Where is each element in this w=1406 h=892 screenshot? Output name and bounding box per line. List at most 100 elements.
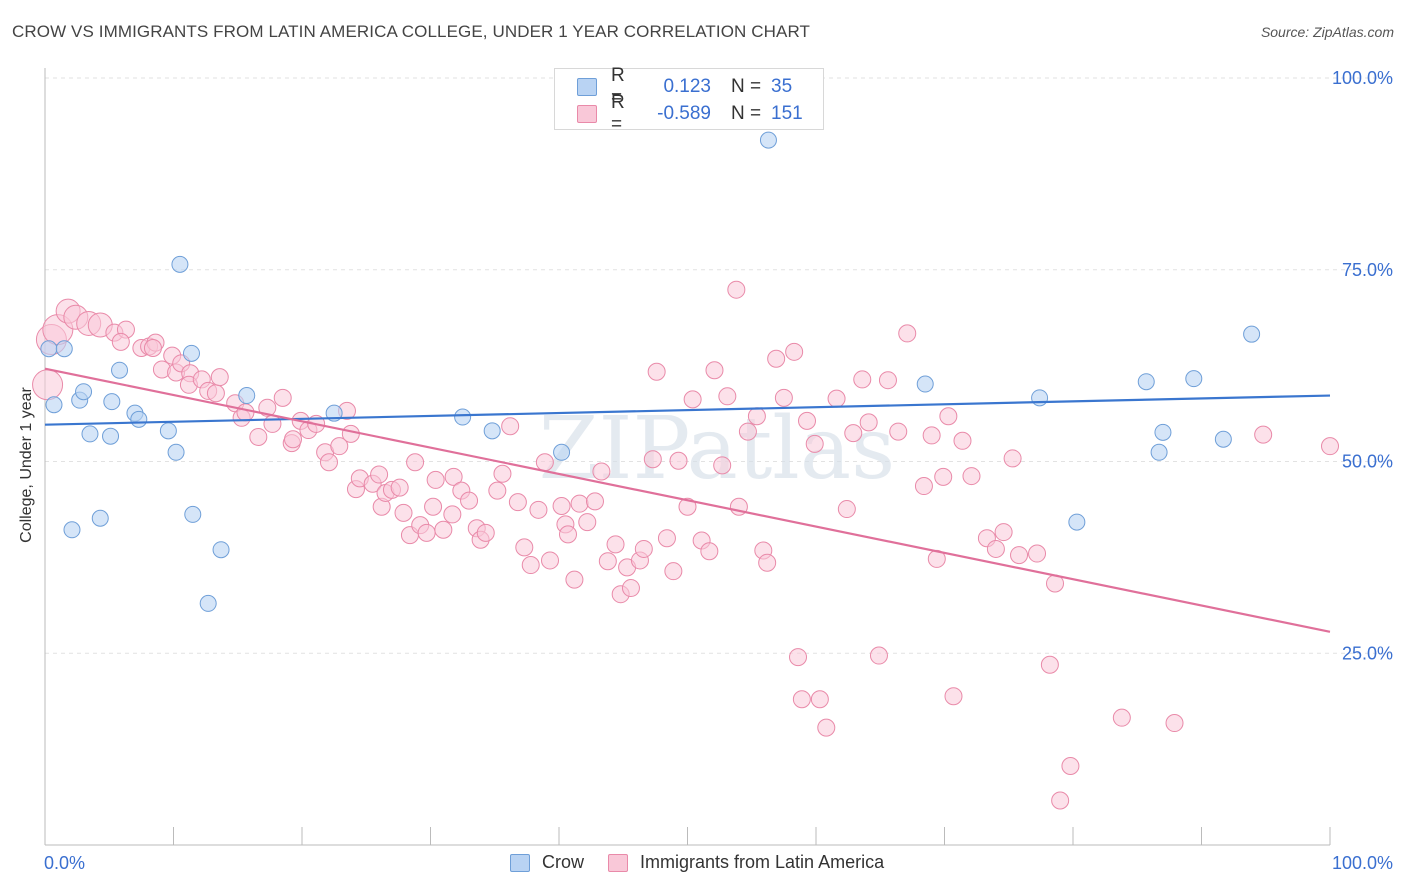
r-label: R =	[611, 65, 625, 108]
latin-point	[1254, 425, 1273, 444]
latin-point	[647, 362, 666, 381]
y-tick-label: 100.0%	[1332, 68, 1393, 88]
latin-point	[878, 371, 897, 390]
latin-point	[370, 465, 389, 484]
crow-point	[103, 393, 121, 411]
latin-point	[853, 370, 872, 389]
source-label: Source: ZipAtlas.com	[1260, 24, 1394, 40]
latin-point	[143, 338, 162, 357]
latin-point	[111, 332, 130, 351]
latin-point	[738, 422, 757, 441]
y-tick-label: 50.0%	[1342, 452, 1393, 472]
latin-point	[944, 687, 963, 706]
latin-point	[406, 453, 425, 472]
latin-point	[535, 453, 554, 472]
latin-point	[774, 388, 793, 407]
crow-n-value: 35	[771, 76, 793, 97]
latin-point	[585, 492, 604, 511]
latin-point	[488, 481, 507, 500]
latin-point	[1165, 714, 1184, 733]
latin-point	[986, 539, 1005, 558]
latin-point	[727, 280, 746, 299]
latin-point	[598, 552, 617, 571]
latin-point	[515, 538, 534, 557]
crow-trend-line	[44, 394, 1331, 426]
latin-point	[898, 324, 917, 343]
n-label: N =	[731, 76, 762, 97]
n-label: N =	[731, 103, 762, 124]
trend-lines	[44, 367, 1331, 633]
watermark: ZIPatlas	[539, 399, 895, 499]
latin-point	[718, 387, 737, 406]
latin-point	[249, 427, 268, 446]
crow-points	[40, 131, 1261, 612]
x-tick-label: 0.0%	[44, 853, 85, 873]
latin-point	[529, 500, 548, 519]
latin-point	[394, 503, 413, 522]
crow-legend-label: Crow	[542, 852, 585, 872]
crow-point	[1137, 373, 1155, 391]
latin-point	[789, 648, 808, 667]
crow-point	[55, 340, 73, 358]
latin-r-value: -0.589	[657, 103, 711, 124]
latin-point	[493, 464, 512, 483]
crow-point	[483, 422, 501, 440]
latin-point	[669, 451, 688, 470]
crow-point	[81, 425, 99, 443]
latin-point	[434, 520, 453, 539]
latin-point	[32, 369, 64, 401]
stats-legend: R = 0.123 N = 35 R = -0.589 N = 151	[554, 65, 824, 135]
latin-point	[713, 456, 732, 475]
y-axis-label: College, Under 1 year	[18, 387, 35, 543]
latin-point	[541, 551, 560, 570]
x-tick-label: 100.0%	[1332, 853, 1393, 873]
y-tick-label: 25.0%	[1342, 643, 1393, 663]
latin-point	[273, 388, 292, 407]
crow-point	[1185, 370, 1203, 388]
legend-row-latin: R = -0.589 N = 151	[577, 92, 803, 135]
latin-point	[798, 411, 817, 430]
crow-point	[45, 396, 63, 414]
crow-swatch	[577, 78, 597, 96]
crow-point	[102, 427, 120, 445]
crow-point	[212, 541, 230, 559]
latin-point	[1321, 437, 1339, 456]
latin-point	[1003, 449, 1022, 468]
crow-point	[1031, 389, 1049, 407]
latin-point	[844, 424, 863, 443]
latin-point	[565, 570, 584, 589]
latin-point	[390, 478, 409, 497]
latin-point	[837, 500, 856, 519]
crow-r-value: 0.123	[663, 76, 711, 97]
latin-point	[1112, 708, 1131, 727]
latin-point	[934, 467, 953, 486]
latin-point	[827, 389, 846, 408]
latin-point	[258, 398, 277, 417]
latin-point	[501, 417, 520, 436]
latin-point	[922, 426, 941, 445]
latin-point	[508, 493, 527, 512]
crow-point	[1243, 325, 1261, 343]
latin-point	[460, 491, 479, 510]
latin-point	[859, 413, 878, 432]
legend-item-crow: Crow	[510, 852, 584, 873]
crow-point	[1150, 443, 1168, 461]
latin-point	[994, 523, 1013, 542]
crow-point	[759, 131, 777, 149]
crow-point	[199, 594, 217, 612]
latin-points	[32, 280, 1339, 810]
latin-point	[1051, 791, 1070, 810]
latin-point	[889, 422, 908, 441]
crow-point	[159, 422, 177, 440]
crow-point	[1154, 423, 1172, 441]
crow-point	[184, 505, 202, 523]
series-legend: Crow Immigrants from Latin America	[510, 852, 908, 873]
grid-lines	[45, 77, 1392, 654]
latin-point	[634, 539, 653, 558]
latin-point	[578, 513, 597, 532]
latin-point	[657, 529, 676, 548]
latin-point	[747, 407, 766, 426]
latin-point	[552, 496, 571, 515]
crow-point	[238, 387, 256, 405]
latin-point	[476, 523, 495, 542]
